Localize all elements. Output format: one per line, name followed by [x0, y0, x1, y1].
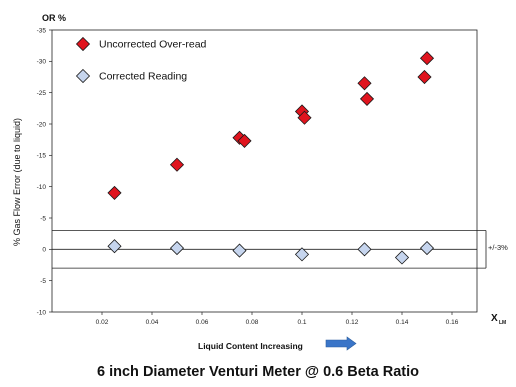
chart-title: 6 inch Diameter Venturi Meter @ 0.6 Beta… — [97, 364, 419, 380]
x-tick-label: 0.08 — [246, 319, 259, 326]
legend-marker — [75, 68, 91, 84]
x-tick-label: 0.16 — [446, 319, 459, 326]
x-tick-label: 0.14 — [396, 319, 409, 326]
legend-label: Uncorrected Over-read — [99, 39, 207, 51]
band-label: +/-3% — [488, 243, 508, 252]
legend-marker — [75, 36, 91, 52]
uncorrected-point — [169, 157, 185, 172]
x-tick-label: 0.02 — [96, 319, 109, 326]
corrected-point — [169, 241, 185, 256]
corrected-point — [232, 243, 247, 258]
uncorrected-point — [359, 91, 375, 106]
uncorrected-point — [297, 110, 312, 125]
y-tick-label: -5 — [40, 278, 46, 285]
y-tick-label: -15 — [37, 153, 47, 160]
x-tick-label: 0.04 — [146, 319, 159, 326]
y-tick-label: 0 — [42, 247, 46, 254]
x-tick-label: 0.12 — [346, 319, 359, 326]
y-tick-label: -30 — [37, 59, 47, 66]
x-axis-symbol-main: X — [491, 313, 498, 324]
scatter-chart: OR % % Gas Flow Error (due to liquid) Li… — [12, 13, 508, 351]
uncorrected-point — [357, 76, 372, 91]
corrected-point — [394, 250, 410, 265]
uncorrected-point — [237, 133, 252, 148]
y-tick-label: -20 — [37, 121, 47, 128]
x-tick-label: 0.1 — [297, 319, 306, 326]
x-tick-label: 0.06 — [196, 319, 209, 326]
y-tick-label: -35 — [37, 27, 47, 34]
y-tick-label: -10 — [37, 309, 47, 316]
corrected-point — [107, 239, 122, 254]
corrected-point — [294, 247, 310, 262]
uncorrected-point — [107, 185, 122, 200]
x-axis-label: Liquid Content Increasing — [198, 341, 303, 351]
plot-frame — [51, 29, 478, 313]
uncorrected-point — [419, 51, 435, 66]
corrected-point — [419, 241, 435, 256]
x-axis-symbol-sub: LM — [499, 320, 506, 326]
x-axis-symbol: X LM — [491, 313, 506, 326]
uncorrected-point — [417, 69, 432, 85]
y-tick-label: -5 — [40, 215, 46, 222]
increase-arrow-icon — [325, 336, 357, 351]
legend-label: Corrected Reading — [99, 71, 187, 83]
y-tick-label: -25 — [37, 90, 47, 97]
y-unit-label: OR % — [42, 13, 66, 23]
y-axis-label: % Gas Flow Error (due to liquid) — [12, 118, 22, 246]
corrected-point — [357, 242, 372, 257]
y-tick-label: -10 — [37, 184, 47, 191]
